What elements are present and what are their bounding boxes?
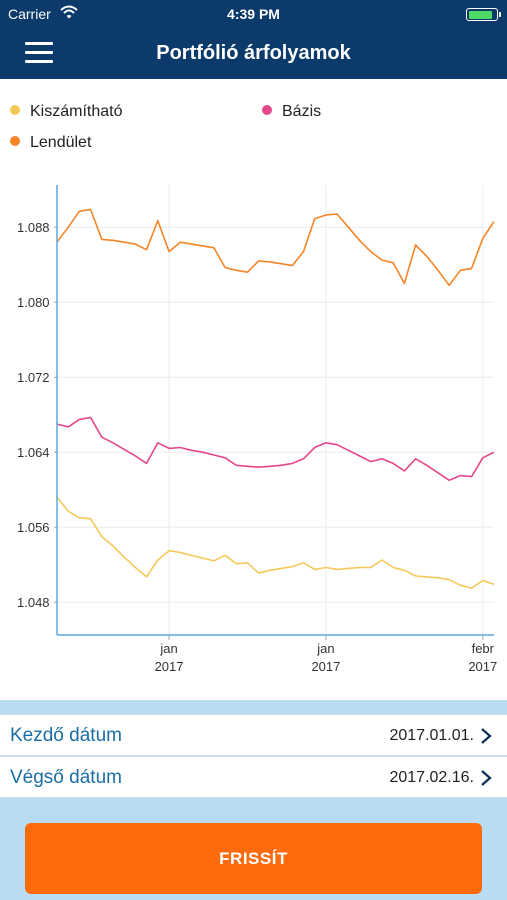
start-date-value: 2017.01.01. bbox=[389, 727, 474, 744]
x-tick-year-label: 2017 bbox=[155, 659, 184, 674]
refresh-button[interactable]: FRISSÍT bbox=[25, 823, 482, 894]
battery-icon bbox=[466, 8, 501, 21]
y-tick-label: 1.048 bbox=[17, 595, 50, 610]
x-tick-month-label: jan bbox=[316, 641, 334, 656]
end-date-value: 2017.02.16. bbox=[389, 769, 474, 786]
y-tick-label: 1.088 bbox=[17, 220, 50, 235]
wifi-icon bbox=[60, 5, 78, 19]
x-tick-year-label: 2017 bbox=[468, 659, 497, 674]
header: Portfólió árfolyamok bbox=[0, 28, 507, 79]
hamburger-menu-icon[interactable] bbox=[25, 42, 53, 64]
line-chart: 1.048 1.056 1.064 1.072 1.080 1.088 jan 2017 jan… bbox=[17, 185, 497, 674]
legend-dot-icon bbox=[10, 136, 20, 146]
legend-label: Bázis bbox=[282, 103, 322, 120]
start-date-label: Kezdő dátum bbox=[10, 725, 122, 746]
start-date-row[interactable]: Kezdő dátum 2017.01.01. bbox=[0, 714, 507, 756]
y-tick-label: 1.072 bbox=[17, 370, 50, 385]
legend-label: Lendület bbox=[30, 134, 92, 151]
y-tick-label: 1.064 bbox=[17, 445, 50, 460]
status-bar: Carrier 4:39 PM bbox=[0, 0, 507, 28]
status-time: 4:39 PM bbox=[227, 6, 280, 22]
legend-label: Kiszámítható bbox=[30, 103, 123, 120]
legend-dot-icon bbox=[262, 105, 272, 115]
page-title: Portfólió árfolyamok bbox=[156, 42, 351, 64]
battery-fill bbox=[468, 10, 492, 19]
carrier-label: Carrier bbox=[8, 6, 51, 22]
legend-dot-icon bbox=[10, 105, 20, 115]
legend-item-kiszamithato: Kiszámítható bbox=[10, 103, 122, 121]
x-tick-year-label: 2017 bbox=[311, 659, 340, 674]
series-line-kiszámítható bbox=[56, 496, 495, 589]
y-tick-label: 1.056 bbox=[17, 520, 50, 535]
x-tick-month-label: febr bbox=[472, 641, 495, 656]
end-date-label: Végső dátum bbox=[10, 767, 122, 788]
legend-item-bazis: Bázis bbox=[262, 103, 321, 121]
chevron-right-icon bbox=[481, 770, 492, 786]
series-line-bázis bbox=[56, 416, 495, 482]
chevron-right-icon bbox=[481, 728, 492, 744]
end-date-row[interactable]: Végső dátum 2017.02.16. bbox=[0, 756, 507, 798]
y-tick-label: 1.080 bbox=[17, 295, 50, 310]
x-tick-month-label: jan bbox=[159, 641, 177, 656]
series-line-lendület bbox=[56, 208, 495, 287]
legend-item-lendulet: Lendület bbox=[10, 134, 91, 152]
